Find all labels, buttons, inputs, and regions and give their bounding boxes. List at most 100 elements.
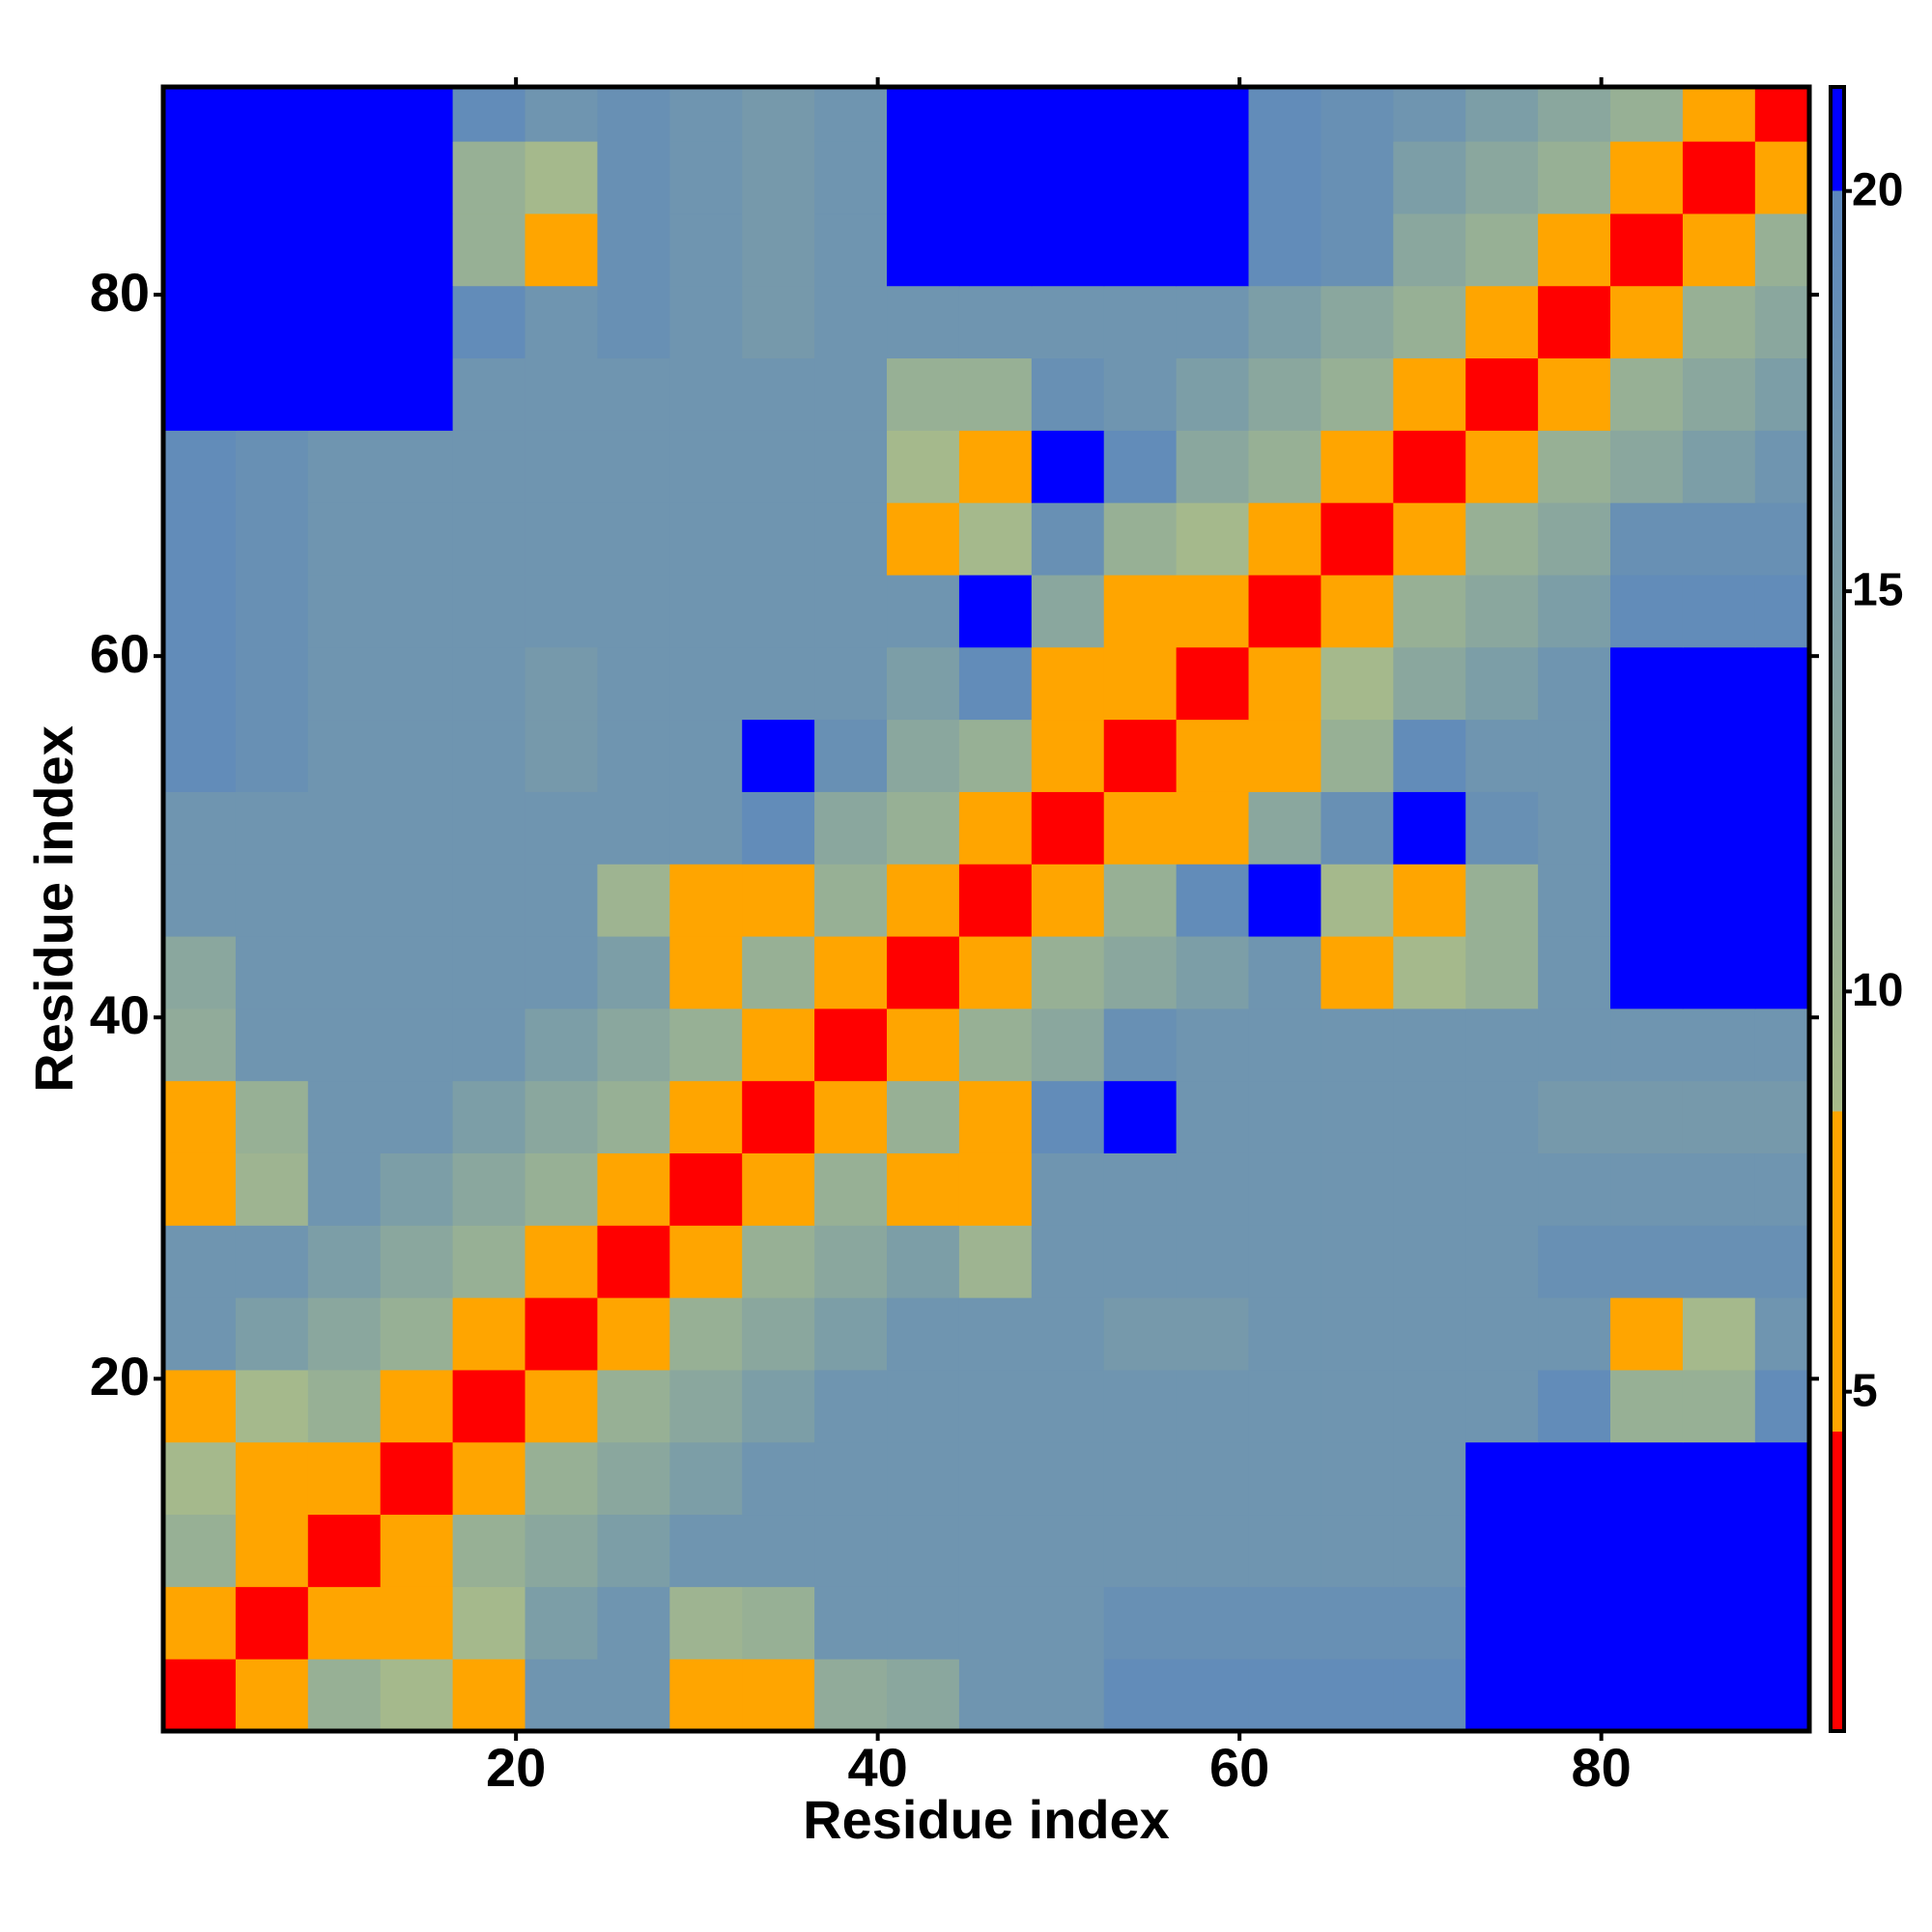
heatmap-cell: [1321, 646, 1394, 721]
heatmap-cell: [1682, 936, 1756, 1009]
heatmap-cell: [1248, 1152, 1321, 1226]
heatmap-cell: [452, 1659, 526, 1732]
heatmap-cell: [1393, 1225, 1466, 1298]
heatmap-cell: [307, 87, 382, 142]
heatmap-cell: [1754, 213, 1810, 287]
heatmap-cell: [742, 213, 815, 287]
heatmap-cell: [1538, 864, 1611, 937]
heatmap-cell: [1538, 1586, 1611, 1660]
heatmap-cell: [525, 213, 598, 287]
heatmap-cell: [1682, 502, 1756, 576]
heatmap-cell: [1754, 791, 1810, 865]
plot-frame: [160, 84, 1812, 1734]
heatmap-cell: [1321, 213, 1394, 287]
colorbar-tick-label: 15: [1852, 565, 1903, 616]
heatmap-cell: [1031, 574, 1105, 648]
heatmap-cell: [380, 1441, 454, 1516]
heatmap-cell: [307, 1586, 382, 1660]
heatmap-cell: [1465, 719, 1539, 792]
heatmap-cell: [452, 1514, 526, 1587]
heatmap-cell: [669, 1586, 743, 1660]
heatmap-cell: [380, 1225, 454, 1298]
heatmap-cell: [1754, 574, 1810, 648]
heatmap-cell: [1103, 574, 1178, 648]
heatmap-cell: [1176, 864, 1250, 937]
heatmap-cell: [1538, 1659, 1611, 1732]
heatmap-cell: [669, 1008, 743, 1082]
heatmap-cell: [597, 1441, 670, 1516]
heatmap-cell: [958, 285, 1033, 359]
heatmap-cell: [1610, 357, 1684, 431]
heatmap-cell: [887, 1225, 960, 1298]
heatmap-cell: [1031, 1152, 1105, 1226]
heatmap-cell: [1393, 285, 1466, 359]
heatmap-cell: [887, 864, 960, 937]
heatmap-cell: [1248, 141, 1321, 214]
heatmap-cell: [1465, 1441, 1539, 1516]
heatmap-cell: [742, 1152, 815, 1226]
heatmap-cell: [1393, 1659, 1466, 1732]
heatmap-cell: [235, 502, 309, 576]
heatmap-cell: [597, 1225, 670, 1298]
heatmap-cell: [452, 1441, 526, 1516]
heatmap-cell: [1610, 1586, 1684, 1660]
heatmap-cell: [1682, 1514, 1756, 1587]
heatmap-cell: [307, 864, 382, 937]
heatmap-cell: [235, 1080, 309, 1153]
heatmap-cell: [1321, 719, 1394, 792]
heatmap-cell: [669, 646, 743, 721]
heatmap-cell: [814, 1659, 888, 1732]
heatmap-cell: [1176, 646, 1250, 721]
heatmap-cell: [452, 1152, 526, 1226]
heatmap-cell: [814, 1152, 888, 1226]
heatmap-cell: [887, 1369, 960, 1443]
heatmap-cell: [1248, 213, 1321, 287]
heatmap-cell: [1321, 141, 1394, 214]
heatmap-cell: [163, 430, 237, 503]
heatmap-cell: [597, 936, 670, 1009]
heatmap-cell: [1393, 936, 1466, 1009]
heatmap-cell: [1682, 357, 1756, 431]
heatmap-cell: [1321, 430, 1394, 503]
heatmap-cell: [887, 574, 960, 648]
heatmap-cell: [669, 936, 743, 1009]
heatmap-cell: [525, 1080, 598, 1153]
heatmap-cell: [1465, 791, 1539, 865]
heatmap-cell: [163, 1514, 237, 1587]
heatmap-cell: [235, 87, 309, 142]
heatmap-cell: [1103, 936, 1178, 1009]
heatmap-cell: [1393, 1152, 1466, 1226]
heatmap-cell: [163, 936, 237, 1009]
heatmap-cell: [742, 502, 815, 576]
heatmap-cell: [814, 1297, 888, 1371]
heatmap-cell: [1682, 430, 1756, 503]
heatmap-cell: [307, 791, 382, 865]
heatmap-cell: [742, 1297, 815, 1371]
heatmap-cell: [235, 1225, 309, 1298]
heatmap-cell: [307, 646, 382, 721]
heatmap-cell: [597, 1659, 670, 1732]
heatmap-cell: [235, 574, 309, 648]
heatmap-cell: [1176, 1441, 1250, 1516]
heatmap-cell: [163, 646, 237, 721]
heatmap-cell: [1393, 1080, 1466, 1153]
heatmap-cell: [1103, 1297, 1178, 1371]
heatmap-cell: [380, 502, 454, 576]
heatmap-cell: [1393, 502, 1466, 576]
heatmap-cell: [1610, 502, 1684, 576]
heatmap-cell: [1754, 502, 1810, 576]
heatmap-cell: [597, 574, 670, 648]
heatmap-cell: [742, 1008, 815, 1082]
heatmap-cell: [1538, 1225, 1611, 1298]
heatmap-cell: [1610, 285, 1684, 359]
heatmap-cell: [1031, 791, 1105, 865]
heatmap-cell: [887, 1659, 960, 1732]
heatmap-cell: [1176, 502, 1250, 576]
heatmap-cell: [163, 1152, 237, 1226]
heatmap-cell: [1393, 791, 1466, 865]
heatmap-cell: [1465, 1586, 1539, 1660]
heatmap-cell: [1465, 285, 1539, 359]
colorbar-tick-label: 5: [1852, 1365, 1878, 1416]
heatmap-cell: [525, 1225, 598, 1298]
